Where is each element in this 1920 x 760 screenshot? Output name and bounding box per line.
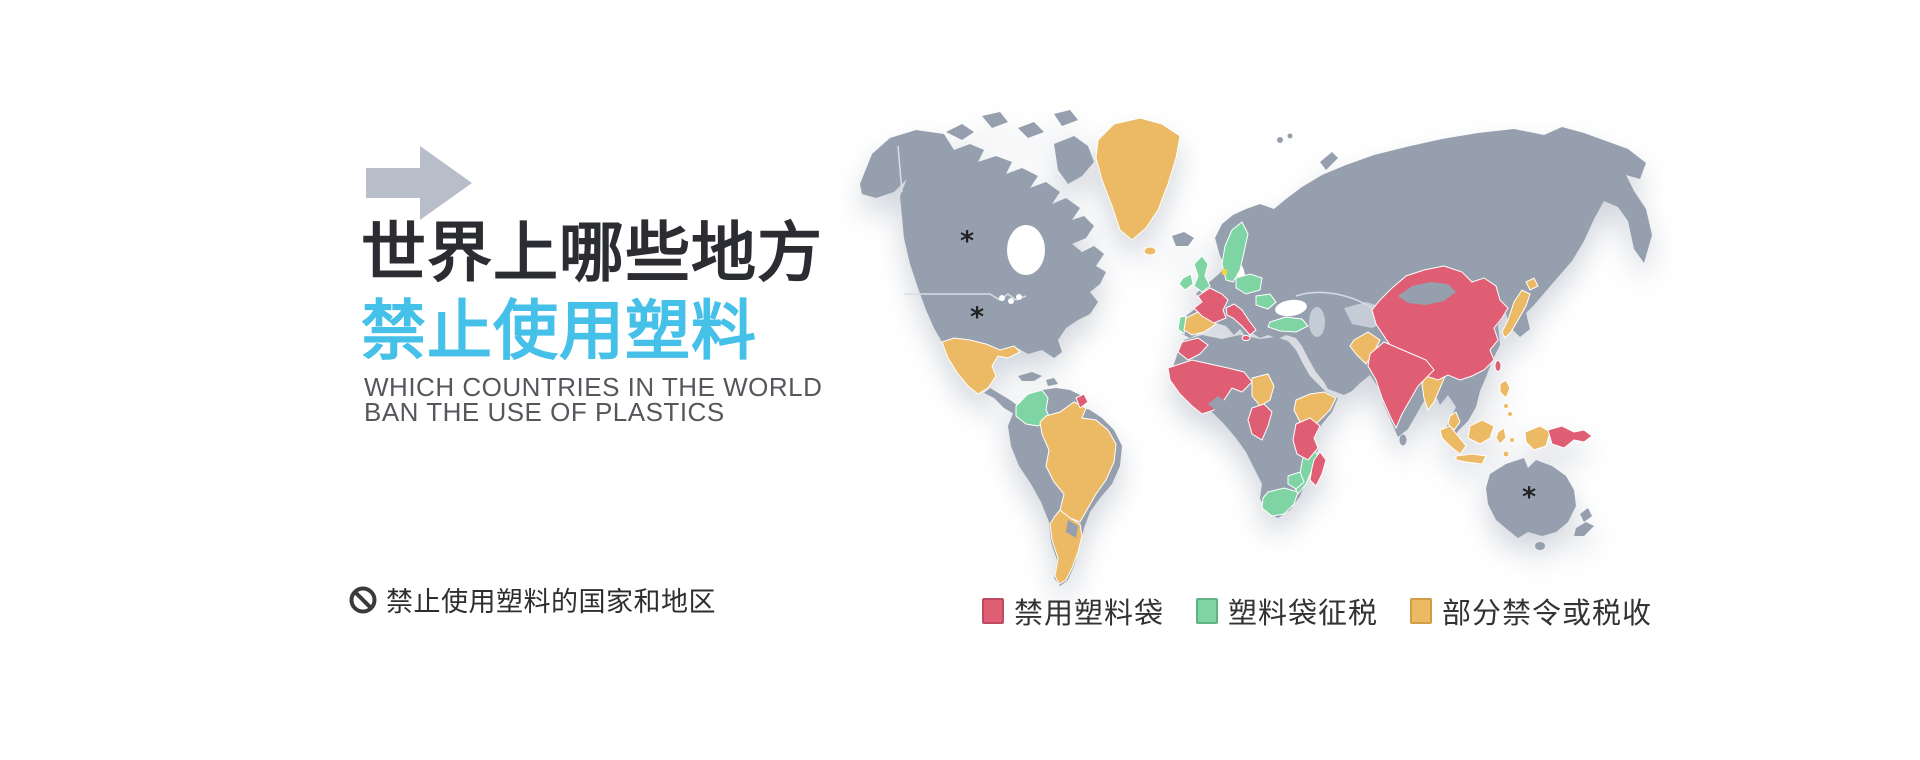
region-uk — [1193, 255, 1211, 293]
regions-ban-group — [1075, 265, 1593, 487]
region-borneo — [1467, 419, 1495, 445]
region-italy — [1225, 303, 1257, 336]
region-denmark — [1222, 269, 1227, 275]
region-japan-hokkaido — [1525, 277, 1539, 291]
region-poland — [1235, 273, 1263, 295]
region-guyana — [1075, 393, 1089, 409]
region-ghana-notch — [1208, 396, 1226, 412]
great-lake — [1016, 294, 1022, 300]
region-new-zealand — [1574, 508, 1594, 536]
page-subtitle-en: WHICH COUNTRIES IN THE WORLD BAN THE USE… — [364, 372, 823, 427]
region-malaysia-tip — [1447, 411, 1461, 431]
alaska-border — [897, 145, 903, 193]
region-chad — [1251, 373, 1275, 407]
black-sea — [1275, 299, 1307, 317]
region-sicily — [1241, 335, 1251, 341]
region-madagascar — [1309, 451, 1327, 487]
region-brazil — [1039, 401, 1117, 523]
footnote: 禁止使用塑料的国家和地区 — [349, 580, 716, 619]
region-morocco — [1177, 337, 1209, 361]
region-sri-lanka — [1399, 434, 1407, 446]
region-central-america — [984, 388, 1018, 414]
legend-swatch-partial — [1410, 598, 1433, 624]
region-iceland — [1172, 232, 1194, 246]
no-entry-icon — [349, 586, 377, 613]
asterisk-marks: * * * — [960, 226, 1536, 513]
no-entry-icon-part — [353, 590, 373, 609]
legend-item-partial: 部分禁令或税收 — [1410, 590, 1652, 632]
asterisk-australia: * — [1522, 482, 1536, 513]
region-japan — [1501, 289, 1531, 339]
great-lake — [999, 295, 1005, 301]
region-philippines-islet — [1503, 403, 1509, 409]
no-entry-icon-part — [349, 586, 377, 613]
region-zimbabwe — [1287, 471, 1305, 490]
asterisk-usa: * — [970, 302, 984, 333]
region-cameroon-congo — [1247, 403, 1273, 441]
region-sumatra — [1439, 425, 1467, 455]
region-greenland — [1095, 117, 1181, 241]
continent-north-america — [860, 110, 1106, 414]
map-legend: 禁用塑料袋 塑料袋征税 部分禁令或税收 — [982, 590, 1652, 632]
legend-label-tax: 塑料袋征税 — [1228, 598, 1379, 630]
region-sweden — [1221, 221, 1249, 283]
region-mongolia — [1398, 282, 1456, 305]
footnote-text: 禁止使用塑料的国家和地区 — [386, 587, 716, 617]
region-india — [1367, 341, 1435, 430]
region-turkey — [1267, 316, 1309, 333]
region-timor — [1502, 450, 1510, 458]
region-hispaniola — [1046, 378, 1058, 386]
hudson-bay — [1007, 225, 1045, 275]
region-south-africa — [1261, 487, 1299, 517]
legend-swatch-tax — [1196, 598, 1219, 624]
region-philippines-islet — [1507, 411, 1513, 417]
legend-label-ban: 禁用塑料袋 — [1014, 598, 1165, 630]
region-france — [1193, 287, 1229, 324]
world-map: * * * — [850, 88, 1680, 588]
legend-label-partial: 部分禁令或税收 — [1442, 598, 1653, 630]
region-taiwan — [1494, 360, 1502, 372]
region-java — [1455, 453, 1487, 465]
region-mexico — [941, 337, 1021, 395]
great-lake — [1008, 298, 1014, 304]
russia-south-border — [1295, 291, 1373, 309]
continent-oceania — [1486, 458, 1594, 550]
arrow-shape — [366, 146, 472, 220]
region-kenya-tanzania — [1292, 417, 1321, 461]
region-svalbard — [1287, 133, 1293, 139]
region-philippines — [1499, 379, 1511, 399]
asterisk-canada: * — [960, 226, 974, 257]
region-sulawesi — [1495, 427, 1507, 445]
page-title-cn-accent: 禁止使用塑料 — [361, 294, 758, 367]
region-arctic-islands — [946, 110, 1094, 184]
legend-swatch-ban — [982, 598, 1004, 624]
region-moluccas — [1509, 437, 1515, 443]
region-canada-usa — [900, 138, 1106, 358]
region-greenland-islet — [1143, 246, 1157, 256]
region-cuba — [1018, 372, 1042, 381]
region-novaya-zemlya — [1320, 152, 1338, 170]
legend-item-tax: 塑料袋征税 — [1196, 590, 1378, 632]
region-ireland — [1178, 273, 1194, 291]
region-tasmania — [1535, 542, 1545, 550]
region-png-west — [1524, 425, 1551, 451]
region-romania — [1255, 293, 1277, 310]
regions-tax-group — [1015, 221, 1319, 517]
region-png-east — [1547, 425, 1593, 449]
region-svalbard — [1277, 137, 1283, 143]
region-australia — [1486, 458, 1576, 538]
region-paraguay — [1066, 520, 1078, 538]
caspian-sea — [1309, 307, 1325, 337]
arrow-icon — [366, 146, 472, 225]
page-title-cn: 世界上哪些地方 — [361, 216, 824, 289]
legend-item-ban: 禁用塑料袋 — [982, 590, 1164, 632]
region-colombia — [1015, 389, 1051, 427]
region-west-africa — [1167, 359, 1253, 415]
